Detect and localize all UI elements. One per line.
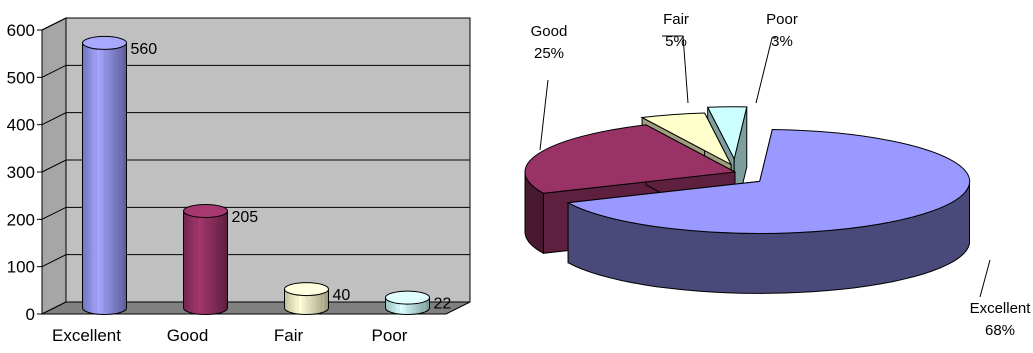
bar-value-label: 22 xyxy=(434,296,452,313)
y-tick-label: 300 xyxy=(7,163,35,182)
bar-value-label: 560 xyxy=(131,41,158,58)
pie-category-label: Fair xyxy=(663,11,689,28)
gridline xyxy=(41,206,470,220)
gridline xyxy=(41,254,470,268)
bar-top xyxy=(183,203,228,218)
bar-good xyxy=(183,203,228,315)
y-tick-label: 200 xyxy=(7,210,35,229)
y-tick-label: 600 xyxy=(7,21,35,40)
bar-top xyxy=(385,290,430,305)
pie-chart: Excellent 68% Good 25% Fair 5% Poor 3% xyxy=(524,11,1032,339)
y-tick-label: 500 xyxy=(7,68,35,87)
y-tick-label: 100 xyxy=(7,258,35,277)
pie-top-face xyxy=(706,106,748,161)
pie-leader-line xyxy=(539,79,549,151)
gridline xyxy=(41,159,470,173)
pie-percent-label: 5% xyxy=(665,33,687,50)
bar-top xyxy=(82,35,127,50)
pie-leader-line xyxy=(755,37,776,104)
x-tick-label: Excellent xyxy=(52,326,121,345)
x-tick-label: Good xyxy=(167,326,209,345)
pie-percent-label: 68% xyxy=(985,322,1015,339)
gridline xyxy=(41,64,470,78)
bar-fair xyxy=(284,282,329,315)
pie-percent-label: 3% xyxy=(771,33,793,50)
x-tick-label: Fair xyxy=(274,326,304,345)
pie-top-face xyxy=(566,128,971,234)
pie-top-face xyxy=(640,112,733,166)
pie-top-face xyxy=(524,124,737,194)
bar-value-label: 205 xyxy=(232,209,259,226)
pie-category-label: Poor xyxy=(766,11,798,28)
bar-excellent xyxy=(82,35,127,315)
bar-value-label: 40 xyxy=(333,287,351,304)
bar-chart: 0 100 200 300 400 500 600 560 Excellent 205 Good 40… xyxy=(7,17,471,345)
pie-category-label: Excellent xyxy=(970,300,1032,317)
x-tick-label: Poor xyxy=(372,326,408,345)
pie-leader-line xyxy=(662,35,689,104)
y-tick-label: 0 xyxy=(26,305,35,324)
pie-leader-line xyxy=(979,259,991,298)
bar-top xyxy=(284,282,329,297)
y-tick-label: 400 xyxy=(7,116,35,135)
gridline xyxy=(41,17,470,31)
pie-slice-excellent xyxy=(566,128,971,294)
pie-percent-label: 25% xyxy=(534,45,564,62)
pie-category-label: Good xyxy=(531,23,568,40)
gridline xyxy=(41,112,470,126)
bar-poor xyxy=(385,290,430,315)
